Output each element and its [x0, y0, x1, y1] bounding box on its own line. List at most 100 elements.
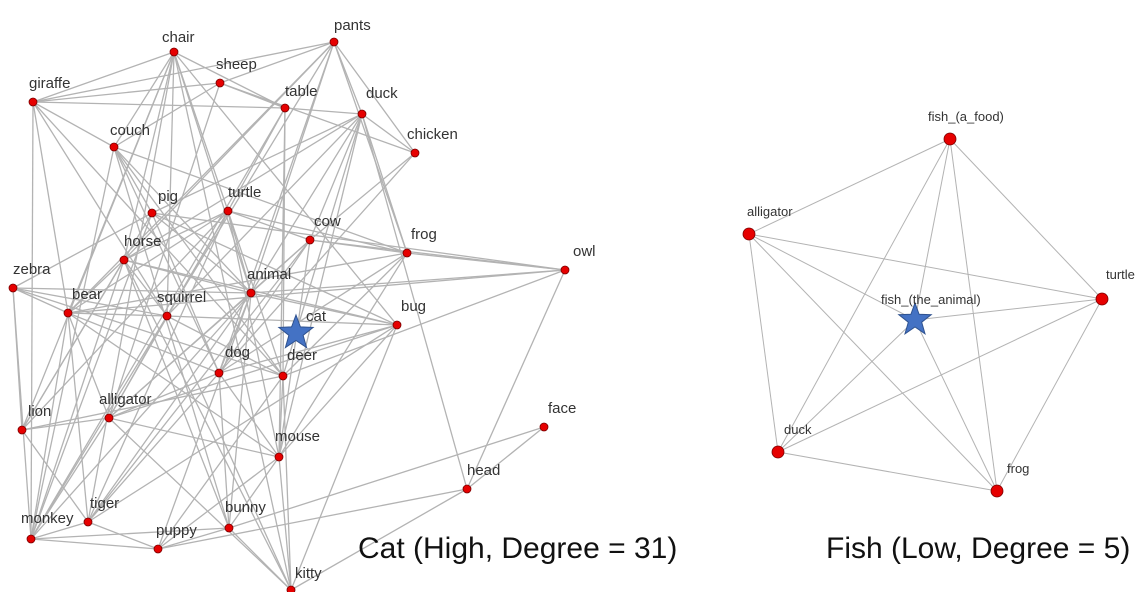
- cat-edge-giraffe-bear: [32, 101, 69, 314]
- cat-edge-bug-mouse: [278, 324, 398, 458]
- cat-edge-deer-mouse: [278, 375, 284, 458]
- cat-edge-frog-dog: [218, 252, 408, 374]
- cat-edge-frog-mouse: [278, 252, 408, 458]
- cat-edge-bug-alligator: [108, 324, 398, 419]
- cat-edges: [12, 41, 566, 591]
- cat-node-dot: [119, 255, 129, 265]
- cat-node-dot: [17, 425, 27, 435]
- cat-edge-monkey-puppy: [30, 538, 159, 550]
- cat-edge-duck-chicken: [361, 113, 416, 154]
- cat-node-label: squirrel: [157, 289, 206, 306]
- fish-node-frog: frog: [990, 461, 1029, 498]
- cat-edge-bear-squirrel: [67, 312, 168, 317]
- cat-edge-duck-frog: [361, 113, 408, 254]
- cat-node-turtle: turtle: [223, 184, 261, 216]
- cat-node-label: puppy: [156, 522, 197, 539]
- cat-edge-turtle-lion: [21, 210, 229, 431]
- cat-node-tiger: tiger: [83, 495, 119, 527]
- cat-node-label: owl: [573, 243, 596, 260]
- cat-edge-couch-dog: [113, 146, 220, 374]
- fish-node-dot: [1095, 292, 1109, 306]
- fish-node-dot: [742, 227, 756, 241]
- cat-edge-pants-chicken: [333, 41, 416, 154]
- cat-node-label: mouse: [275, 428, 320, 445]
- cat-node-cow: cow: [305, 213, 341, 245]
- cat-edge-owl-bear: [67, 269, 566, 314]
- cat-node-head: head: [462, 462, 500, 494]
- cat-edge-horse-squirrel: [123, 259, 168, 317]
- cat-node-label: couch: [110, 122, 150, 139]
- fish-node-fish_the_animal: fish_(the_animal): [881, 292, 981, 335]
- cat-node-dot: [215, 78, 225, 88]
- cat-node-dot: [410, 148, 420, 158]
- cat-center-star-icon: [277, 313, 315, 349]
- cat-edge-pig-dog: [151, 212, 220, 374]
- cat-node-label: bear: [72, 286, 102, 303]
- cat-edge-bug-kitty: [290, 324, 398, 591]
- cat-node-label: animal: [247, 266, 291, 283]
- cat-edge-couch-frog: [113, 146, 408, 254]
- cat-node-pants: pants: [329, 17, 371, 47]
- cat-node-dot: [63, 308, 73, 318]
- cat-node-label: dog: [225, 344, 250, 361]
- cat-node-label: pig: [158, 188, 178, 205]
- cat-node-dot: [83, 517, 93, 527]
- cat-node-squirrel: squirrel: [157, 289, 206, 321]
- cat-node-dot: [402, 248, 412, 258]
- cat-edge-bunny-puppy: [157, 527, 230, 550]
- cat-node-dot: [26, 534, 36, 544]
- cat-edge-head-kitty: [290, 488, 468, 591]
- fish-node-fish_a_food: fish_(a_food): [928, 109, 1004, 146]
- cat-node-label: zebra: [13, 261, 51, 278]
- cat-node-dot: [162, 311, 172, 321]
- cat-node-frog: frog: [402, 226, 437, 258]
- cat-node-dot: [246, 288, 256, 298]
- fish-node-turtle: turtle: [1095, 267, 1135, 306]
- cat-edge-bear-dog: [67, 312, 220, 374]
- cat-node-label: duck: [366, 85, 398, 102]
- cat-node-label: bug: [401, 298, 426, 315]
- cat-edge-sheep-chicken: [219, 82, 416, 154]
- cat-node-label: chair: [162, 29, 195, 46]
- cat-edge-pig-zebra: [12, 212, 153, 289]
- cat-edge-tiger-puppy: [87, 521, 159, 550]
- cat-edge-frog-owl: [406, 252, 566, 271]
- cat-edge-horse-bear: [67, 259, 125, 314]
- fish-node-label: alligator: [747, 204, 793, 219]
- cat-edge-tiger-monkey: [30, 521, 89, 540]
- cat-node-label: turtle: [228, 184, 261, 201]
- cat-edge-bug-tiger: [87, 324, 398, 523]
- cat-edge-face-head: [466, 426, 545, 490]
- cat-edge-horse-lion: [21, 259, 125, 431]
- cat-node-label: chicken: [407, 126, 458, 143]
- cat-edge-alligator-kitty: [108, 417, 292, 591]
- cat-node-dot: [329, 37, 339, 47]
- cat-node-giraffe: giraffe: [28, 75, 70, 107]
- cat-edge-animal-bug: [250, 292, 398, 326]
- fish-node-label: fish_(a_food): [928, 109, 1004, 124]
- cat-node-label: face: [548, 400, 576, 417]
- cat-node-label: tiger: [90, 495, 119, 512]
- cat-node-dot: [224, 523, 234, 533]
- cat-edge-monkey-bunny: [30, 527, 230, 540]
- cat-node-label: horse: [124, 233, 162, 250]
- cat-edge-turtle-horse: [123, 210, 229, 261]
- cat-edge-horse-kitty: [123, 259, 292, 591]
- cat-node-deer: deer: [278, 347, 317, 381]
- fish-edge-turtle-frog: [996, 298, 1103, 492]
- cat-node-dot: [109, 142, 119, 152]
- cat-edge-pig-animal: [151, 212, 252, 294]
- fish-edge-turtle-duck: [777, 298, 1103, 453]
- cat-edge-giraffe-table: [32, 101, 286, 109]
- cat-node-kitty: kitty: [286, 565, 322, 592]
- cat-node-duck: duck: [357, 85, 398, 119]
- cat-edge-animal-tiger: [87, 292, 252, 523]
- fish-caption: Fish (Low, Degree = 5): [826, 532, 1130, 565]
- cat-node-alligator: alligator: [99, 391, 152, 423]
- cat-edge-couch-pig: [113, 146, 153, 214]
- cat-node-face: face: [539, 400, 576, 432]
- cat-edge-duck-pig: [151, 113, 363, 214]
- cat-edge-animal-alligator: [108, 292, 252, 419]
- cat-edge-horse-monkey: [30, 259, 125, 540]
- cat-node-label: frog: [411, 226, 437, 243]
